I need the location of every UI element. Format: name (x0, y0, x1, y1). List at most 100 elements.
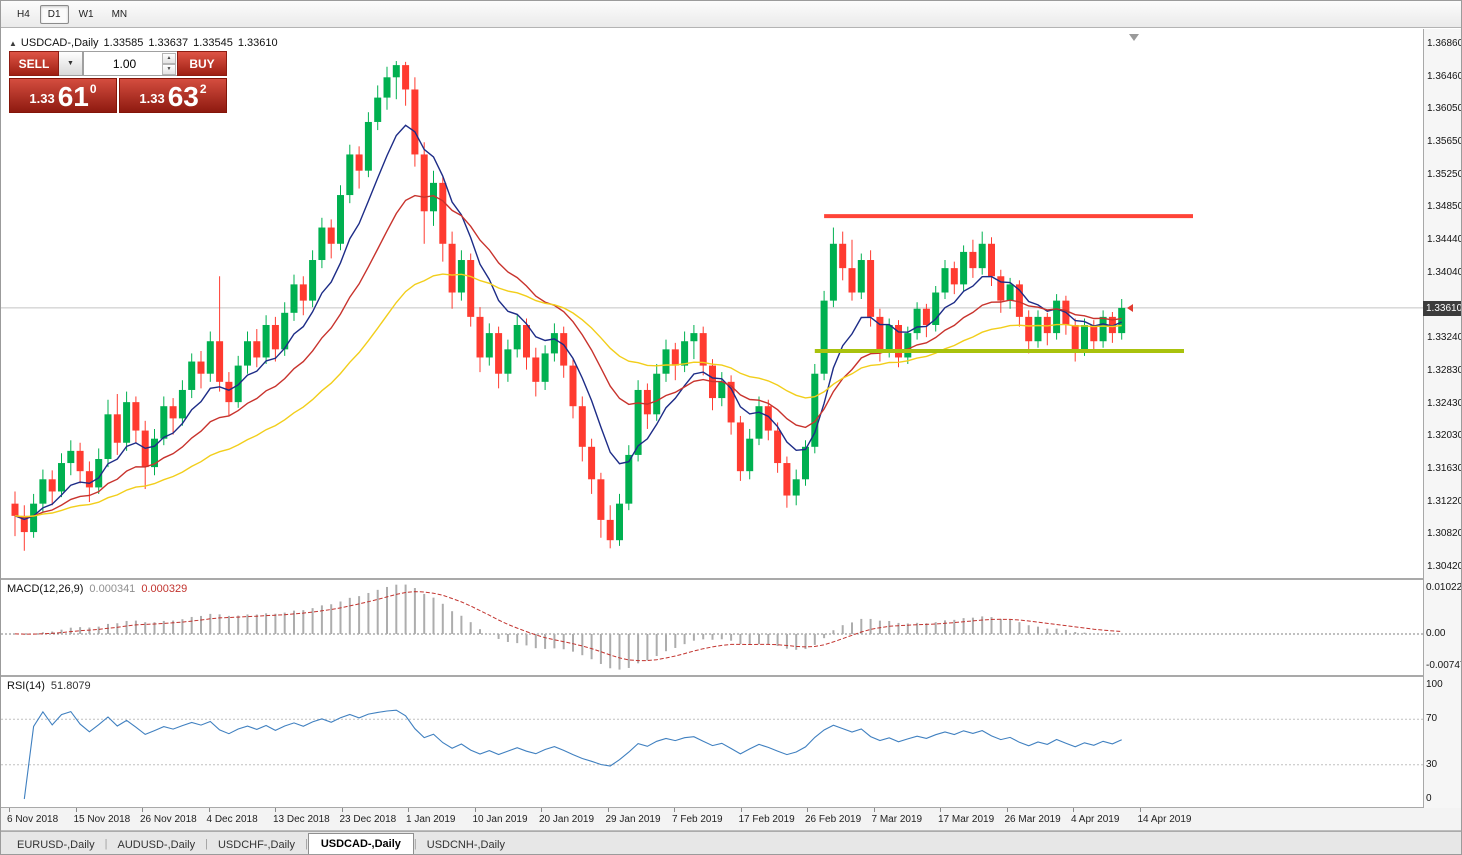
quote-open: 1.33585 (103, 37, 144, 49)
volume-stepper: ▲ ▼ (162, 53, 176, 75)
time-axis-tick (674, 808, 675, 812)
time-axis-label: 4 Apr 2019 (1071, 814, 1120, 825)
tab-usdcad[interactable]: USDCAD-,Daily (307, 833, 414, 854)
price-axis-label: 1.32830 (1427, 364, 1462, 376)
price-axis[interactable]: 1.36860 1.36460 1.36050 1.35650 1.35250 1.348… (1423, 29, 1462, 808)
rsi-axis-label: 30 (1426, 759, 1438, 770)
chevron-down-icon: ▼ (67, 60, 74, 67)
time-axis-tick (75, 808, 77, 812)
tab-separator: | (205, 838, 208, 850)
time-axis-tick (9, 808, 10, 812)
timeframe-button-mn[interactable]: MN (111, 8, 128, 20)
time-axis-tick (541, 808, 542, 812)
timeframe-button-d1[interactable]: D1 (39, 4, 69, 24)
pane-separator (1, 807, 1461, 808)
time-axis-tick (740, 808, 742, 812)
rsi-axis-label: 100 (1426, 679, 1443, 690)
buy-price-pipette: 2 (199, 82, 207, 96)
buy-price-base: 1.33 (139, 91, 165, 106)
timeframe-toolbar: H4 D1 W1 MN (1, 1, 1461, 28)
time-axis-tick (341, 808, 343, 812)
time-axis-label: 4 Dec 2018 (206, 814, 258, 825)
time-axis-label: 7 Mar 2019 (871, 814, 923, 825)
time-axis-label: 17 Feb 2019 (738, 814, 795, 825)
volume-step-down-button[interactable]: ▼ (162, 64, 176, 75)
quote-close: 1.33610 (237, 37, 278, 49)
price-axis-label: 1.32430 (1427, 397, 1462, 409)
time-axis-label: 26 Mar 2019 (1004, 814, 1061, 825)
time-axis-tick (142, 808, 143, 812)
price-axis-label: 1.34440 (1427, 234, 1462, 246)
timeframe-button-h4[interactable]: H4 (17, 8, 30, 20)
macd-label: MACD(12,26,9) 0.000341 0.000329 (7, 583, 187, 595)
buy-price-pips: 63 (167, 81, 199, 112)
volume-input[interactable] (84, 52, 177, 75)
rsi-canvas[interactable] (1, 677, 1423, 807)
buy-button[interactable]: BUY (177, 51, 227, 76)
main-chart-pane[interactable] (1, 29, 1423, 578)
time-axis-label: 23 Dec 2018 (339, 814, 397, 825)
macd-pane[interactable]: MACD(12,26,9) 0.000341 0.000329 (1, 580, 1423, 675)
macd-value-signal: 0.000329 (141, 583, 188, 595)
chart-shift-marker-icon[interactable] (1129, 34, 1139, 41)
tab-eurusd[interactable]: EURUSD-,Daily (17, 839, 95, 851)
price-axis-label: 1.31630 (1427, 462, 1462, 474)
time-axis-tick (275, 808, 276, 812)
symbol-tab-bar: EURUSD-,Daily | AUDUSD-,Daily | USDCHF-,… (1, 831, 1461, 854)
current-price-badge: 1.33610 (1423, 300, 1461, 316)
time-axis-tick (408, 808, 409, 812)
time-axis-label: 15 Nov 2018 (73, 814, 131, 825)
sell-button[interactable]: SELL (9, 51, 59, 76)
time-axis-tick (1139, 808, 1141, 812)
price-axis-label: 1.36860 (1427, 38, 1462, 49)
rsi-label: RSI(14) 51.8079 (7, 680, 91, 692)
sell-price-pipette: 0 (89, 82, 97, 96)
volume-step-up-button[interactable]: ▲ (162, 53, 176, 64)
tab-separator: | (104, 838, 108, 850)
chart-header: ▲ USDCAD-,Daily 1.33585 1.33637 1.33545 1.336… (9, 37, 278, 49)
tab-usdcnh[interactable]: USDCNH-,Daily (426, 839, 505, 851)
volume-box: ▲ ▼ (83, 51, 177, 76)
rsi-pane[interactable]: RSI(14) 51.8079 (1, 677, 1423, 807)
time-axis-tick (940, 808, 941, 812)
pane-separator[interactable] (1, 578, 1461, 580)
time-axis-tick (1073, 808, 1074, 812)
time-axis[interactable]: 6 Nov 2018 15 Nov 2018 26 Nov 2018 4 Dec 20… (1, 808, 1461, 831)
time-axis-label: 7 Feb 2019 (672, 814, 723, 825)
time-axis-label: 1 Jan 2019 (406, 814, 456, 825)
sell-price-pips: 61 (57, 81, 89, 112)
time-axis-tick (474, 808, 476, 812)
time-axis-label: 17 Mar 2019 (938, 814, 995, 825)
time-axis-label: 26 Feb 2019 (805, 814, 862, 825)
current-price-marker-icon (1127, 303, 1133, 312)
rsi-value: 51.8079 (50, 680, 91, 692)
rsi-axis-label: 0 (1426, 793, 1432, 804)
tab-audusd[interactable]: AUDUSD-,Daily (117, 839, 196, 851)
time-axis-tick (873, 808, 875, 812)
one-click-trading-panel: SELL ▼ ▲ ▼ BUY 1.33 61 0 1.33 63 (9, 51, 227, 113)
one-click-trading-toggle-icon[interactable]: ▲ (9, 39, 17, 48)
pane-separator[interactable] (1, 675, 1461, 677)
macd-name: MACD(12,26,9) (7, 583, 84, 595)
time-axis-label: 29 Jan 2019 (605, 814, 661, 825)
rsi-name: RSI(14) (7, 680, 45, 692)
price-axis-label: 1.36460 (1427, 70, 1462, 82)
time-axis-label: 26 Nov 2018 (140, 814, 197, 825)
trade-options-caret-button[interactable]: ▼ (59, 51, 83, 76)
rsi-axis-label: 70 (1426, 713, 1438, 724)
buy-price-display[interactable]: 1.33 63 2 (119, 78, 227, 113)
time-axis-label: 13 Dec 2018 (273, 814, 330, 825)
price-chart-canvas[interactable] (1, 29, 1423, 578)
sell-price-base: 1.33 (29, 91, 55, 106)
timeframe-button-w1[interactable]: W1 (78, 8, 94, 20)
price-axis-label: 1.33240 (1427, 332, 1462, 344)
sell-price-display[interactable]: 1.33 61 0 (9, 78, 117, 113)
price-axis-label: 1.34040 (1427, 266, 1462, 278)
tab-separator: | (304, 838, 308, 850)
tab-usdchf[interactable]: USDCHF-,Daily (217, 839, 295, 851)
time-axis-tick (607, 808, 609, 812)
macd-canvas[interactable] (1, 580, 1423, 675)
time-axis-label: 20 Jan 2019 (539, 814, 595, 825)
quote-high: 1.33637 (148, 37, 189, 49)
